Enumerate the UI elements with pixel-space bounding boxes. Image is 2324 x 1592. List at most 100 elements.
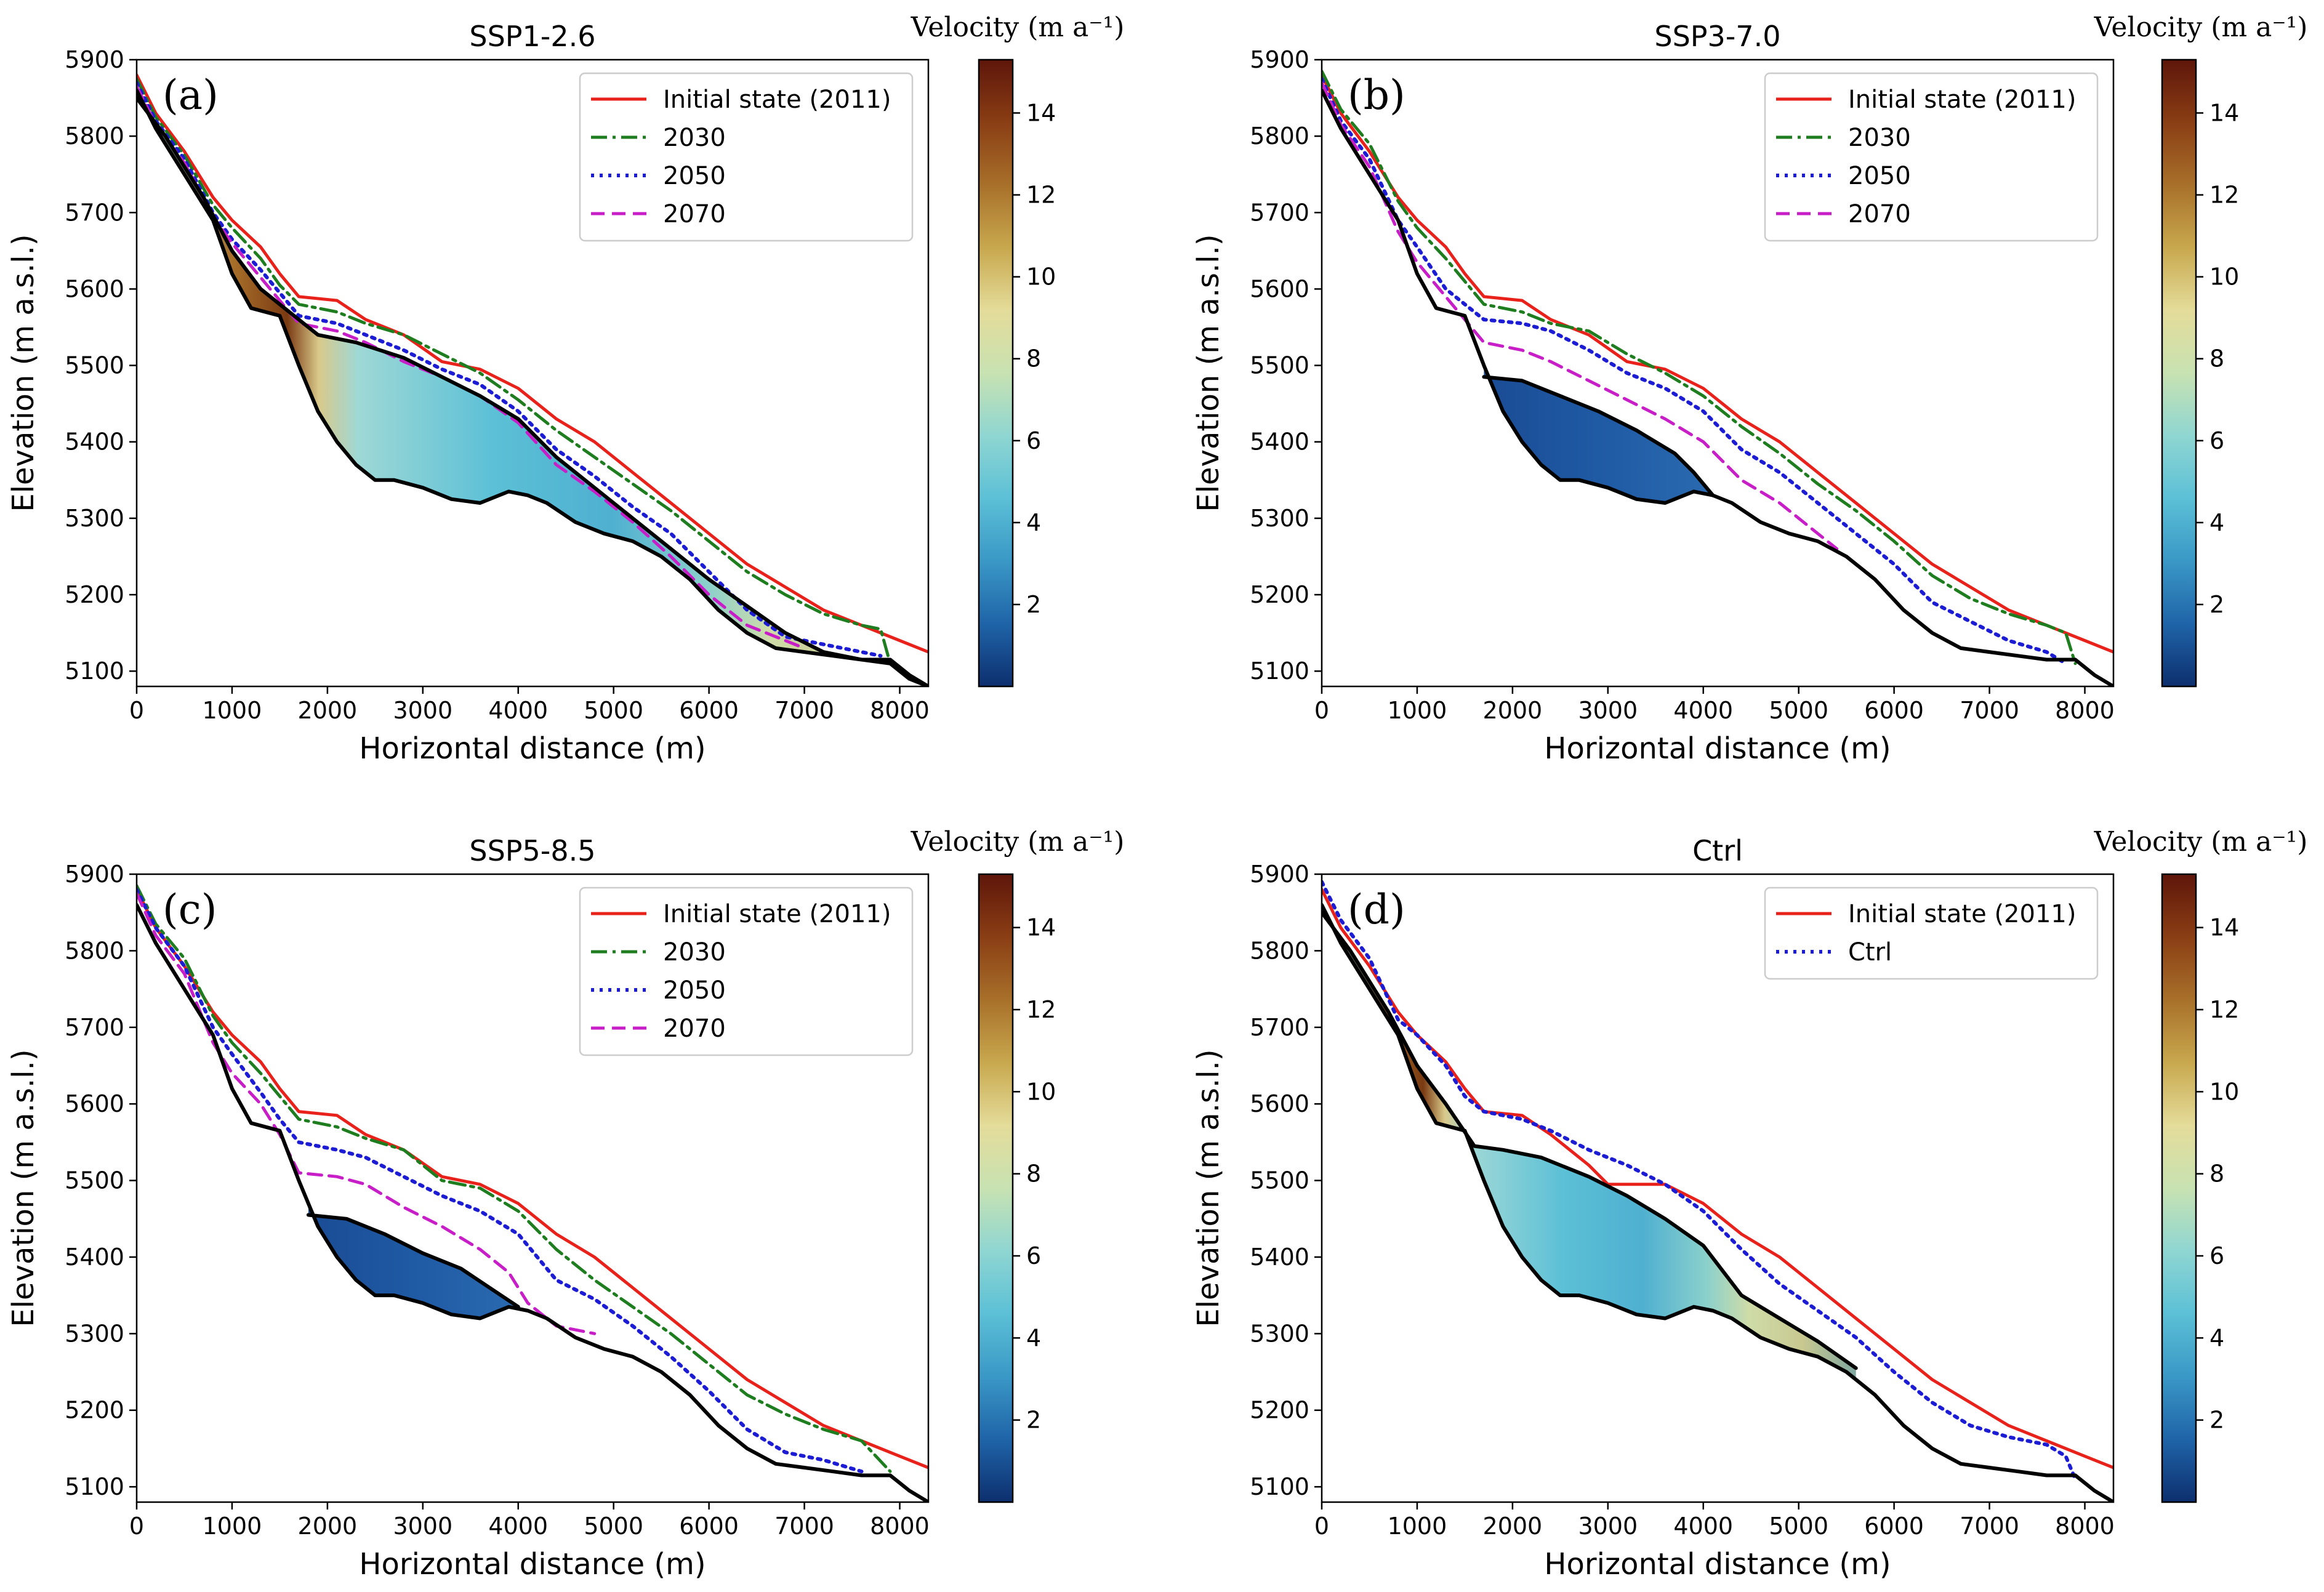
y-tick-label: 5200 (65, 581, 124, 608)
colorbar-tick-label: 14 (1026, 99, 1056, 126)
x-tick-label: 8000 (870, 697, 930, 724)
panel-c: 0 1000 2000 3000 4000 5000 6000 7000 8000 5100 520… (6, 826, 1124, 1582)
x-tick-label: 2000 (298, 1513, 358, 1540)
panel-label: (a) (163, 71, 219, 119)
axes-frame (1321, 873, 2115, 1503)
series-line-2050 (1322, 77, 2068, 665)
axes-frame (135, 58, 930, 688)
colorbar-tick-label: 8 (1026, 1160, 1041, 1188)
x-tick-label: 8000 (2055, 1513, 2115, 1540)
colorbar-tick-label: 4 (2209, 509, 2224, 536)
x-tick-label: 5000 (584, 1513, 643, 1540)
colorbar-tick-label: 10 (2209, 1078, 2239, 1105)
colorbar: 2 4 6 8 10 12 14 Velocity (m a⁻¹) (2094, 12, 2307, 688)
legend-box (1764, 72, 2099, 242)
series-line-2050 (137, 81, 883, 658)
y-tick-label: 5100 (65, 1473, 124, 1500)
x-tick-label: 0 (1314, 1513, 1329, 1540)
y-tick-label: 5300 (65, 505, 124, 532)
series-line-2070 (1322, 81, 1839, 550)
colorbar-gradient (978, 873, 1014, 1503)
colorbar-gradient (2161, 58, 2197, 688)
colorbar-tick-label: 2 (2209, 591, 2224, 618)
series-line-ice-surface (1322, 911, 1858, 1370)
x-tick-label: 3000 (1578, 1513, 1638, 1540)
series-line-2070 (137, 891, 597, 1335)
legend-entry: Ctrl (1848, 938, 1892, 967)
legend-box (1764, 886, 2099, 980)
series-line-bed (1322, 88, 2113, 686)
colorbar-label: Velocity (m a⁻¹) (911, 826, 1125, 858)
x-axis-label: Horizontal distance (m) (1544, 731, 1891, 766)
colorbar: 2 4 6 8 10 12 14 Velocity (m a⁻¹) (2094, 826, 2307, 1503)
panel-label: (c) (163, 886, 217, 933)
y-tick-label: 5500 (1250, 1167, 1309, 1194)
y-axis-label: Elevation (m a.s.l.) (1191, 1049, 1226, 1327)
series-line-bed (1322, 903, 2113, 1502)
colorbar-tick-label: 10 (2209, 263, 2239, 291)
x-axis-label: Horizontal distance (m) (359, 1547, 706, 1582)
x-tick-label: 6000 (1864, 697, 1924, 724)
y-tick-label: 5800 (65, 937, 124, 964)
panel-label: (b) (1348, 71, 1405, 119)
x-tick-label: 1000 (203, 697, 262, 724)
legend: Initial state (2011) 2030 2050 2070 (579, 72, 914, 242)
axes-frame (135, 873, 930, 1503)
colorbar: 2 4 6 8 10 12 14 Velocity (m a⁻¹) (911, 12, 1125, 688)
colorbar-label: Velocity (m a⁻¹) (911, 12, 1125, 43)
x-tick-label: 8000 (2055, 697, 2115, 724)
x-tick-label: 7000 (1960, 1513, 2019, 1540)
legend: Initial state (2011) 2030 2050 2070 (1764, 72, 2099, 242)
colorbar-tick-label: 6 (2209, 427, 2224, 454)
series-line-ctrl (1322, 880, 2077, 1481)
x-tick-label: 3000 (1578, 697, 1638, 724)
x-tick-label: 5000 (1769, 1513, 1828, 1540)
panel-title: Ctrl (1692, 834, 1743, 867)
y-tick-label: 5800 (1250, 123, 1309, 150)
legend-entry: 2050 (663, 976, 726, 1005)
y-tick-label: 5100 (65, 657, 124, 685)
legend: Initial state (2011) Ctrl (1764, 886, 2099, 980)
x-tick-label: 3000 (393, 697, 452, 724)
x-tick-label: 7000 (774, 1513, 834, 1540)
x-tick-label: 1000 (1388, 1513, 1447, 1540)
x-tick-label: 5000 (584, 697, 643, 724)
legend-box (579, 72, 914, 242)
x-tick-label: 1000 (203, 1513, 262, 1540)
y-axis-label: Elevation (m a.s.l.) (1191, 234, 1226, 512)
y-tick-label: 5600 (1250, 1090, 1309, 1117)
series-line-ice-surface (1482, 375, 1715, 497)
x-tick-label: 2000 (1483, 1513, 1543, 1540)
colorbar-tick-label: 2 (1026, 591, 1041, 618)
legend-entry: 2030 (1848, 124, 1911, 152)
series-line-initial-state-2011- (137, 888, 928, 1469)
ice-velocity-field (308, 1203, 518, 1319)
colorbar-tick-label: 14 (2209, 99, 2239, 126)
colorbar-gradient (2161, 873, 2197, 1503)
y-tick-label: 5600 (1250, 275, 1309, 302)
x-tick-label: 6000 (1864, 1513, 1924, 1540)
y-tick-label: 5700 (1250, 1014, 1309, 1041)
colorbar-tick-label: 10 (1026, 263, 1056, 291)
panel-title: SSP3-7.0 (1654, 20, 1780, 53)
y-tick-label: 5600 (65, 1090, 124, 1117)
legend-entry: 2030 (663, 124, 726, 152)
ice-velocity-field (1322, 904, 1856, 1380)
y-tick-label: 5400 (65, 1244, 124, 1271)
x-tick-label: 7000 (1960, 697, 2019, 724)
x-tick-label: 2000 (1483, 697, 1543, 724)
x-tick-label: 1000 (1388, 697, 1447, 724)
x-tick-label: 3000 (393, 1513, 452, 1540)
y-tick-label: 5500 (65, 352, 124, 379)
x-tick-label: 8000 (870, 1513, 930, 1540)
y-tick-label: 5900 (1250, 861, 1309, 888)
panel-title: SSP5-8.5 (469, 834, 595, 867)
colorbar-tick-label: 8 (2209, 1160, 2224, 1188)
legend-entry: Initial state (2011) (1848, 86, 2076, 114)
legend-box (579, 886, 914, 1056)
y-tick-label: 5700 (65, 199, 124, 226)
y-tick-label: 5900 (1250, 46, 1309, 73)
ice-velocity-field (1484, 365, 1713, 503)
colorbar-tick-label: 6 (2209, 1242, 2224, 1269)
x-axis-label: Horizontal distance (m) (359, 731, 706, 766)
